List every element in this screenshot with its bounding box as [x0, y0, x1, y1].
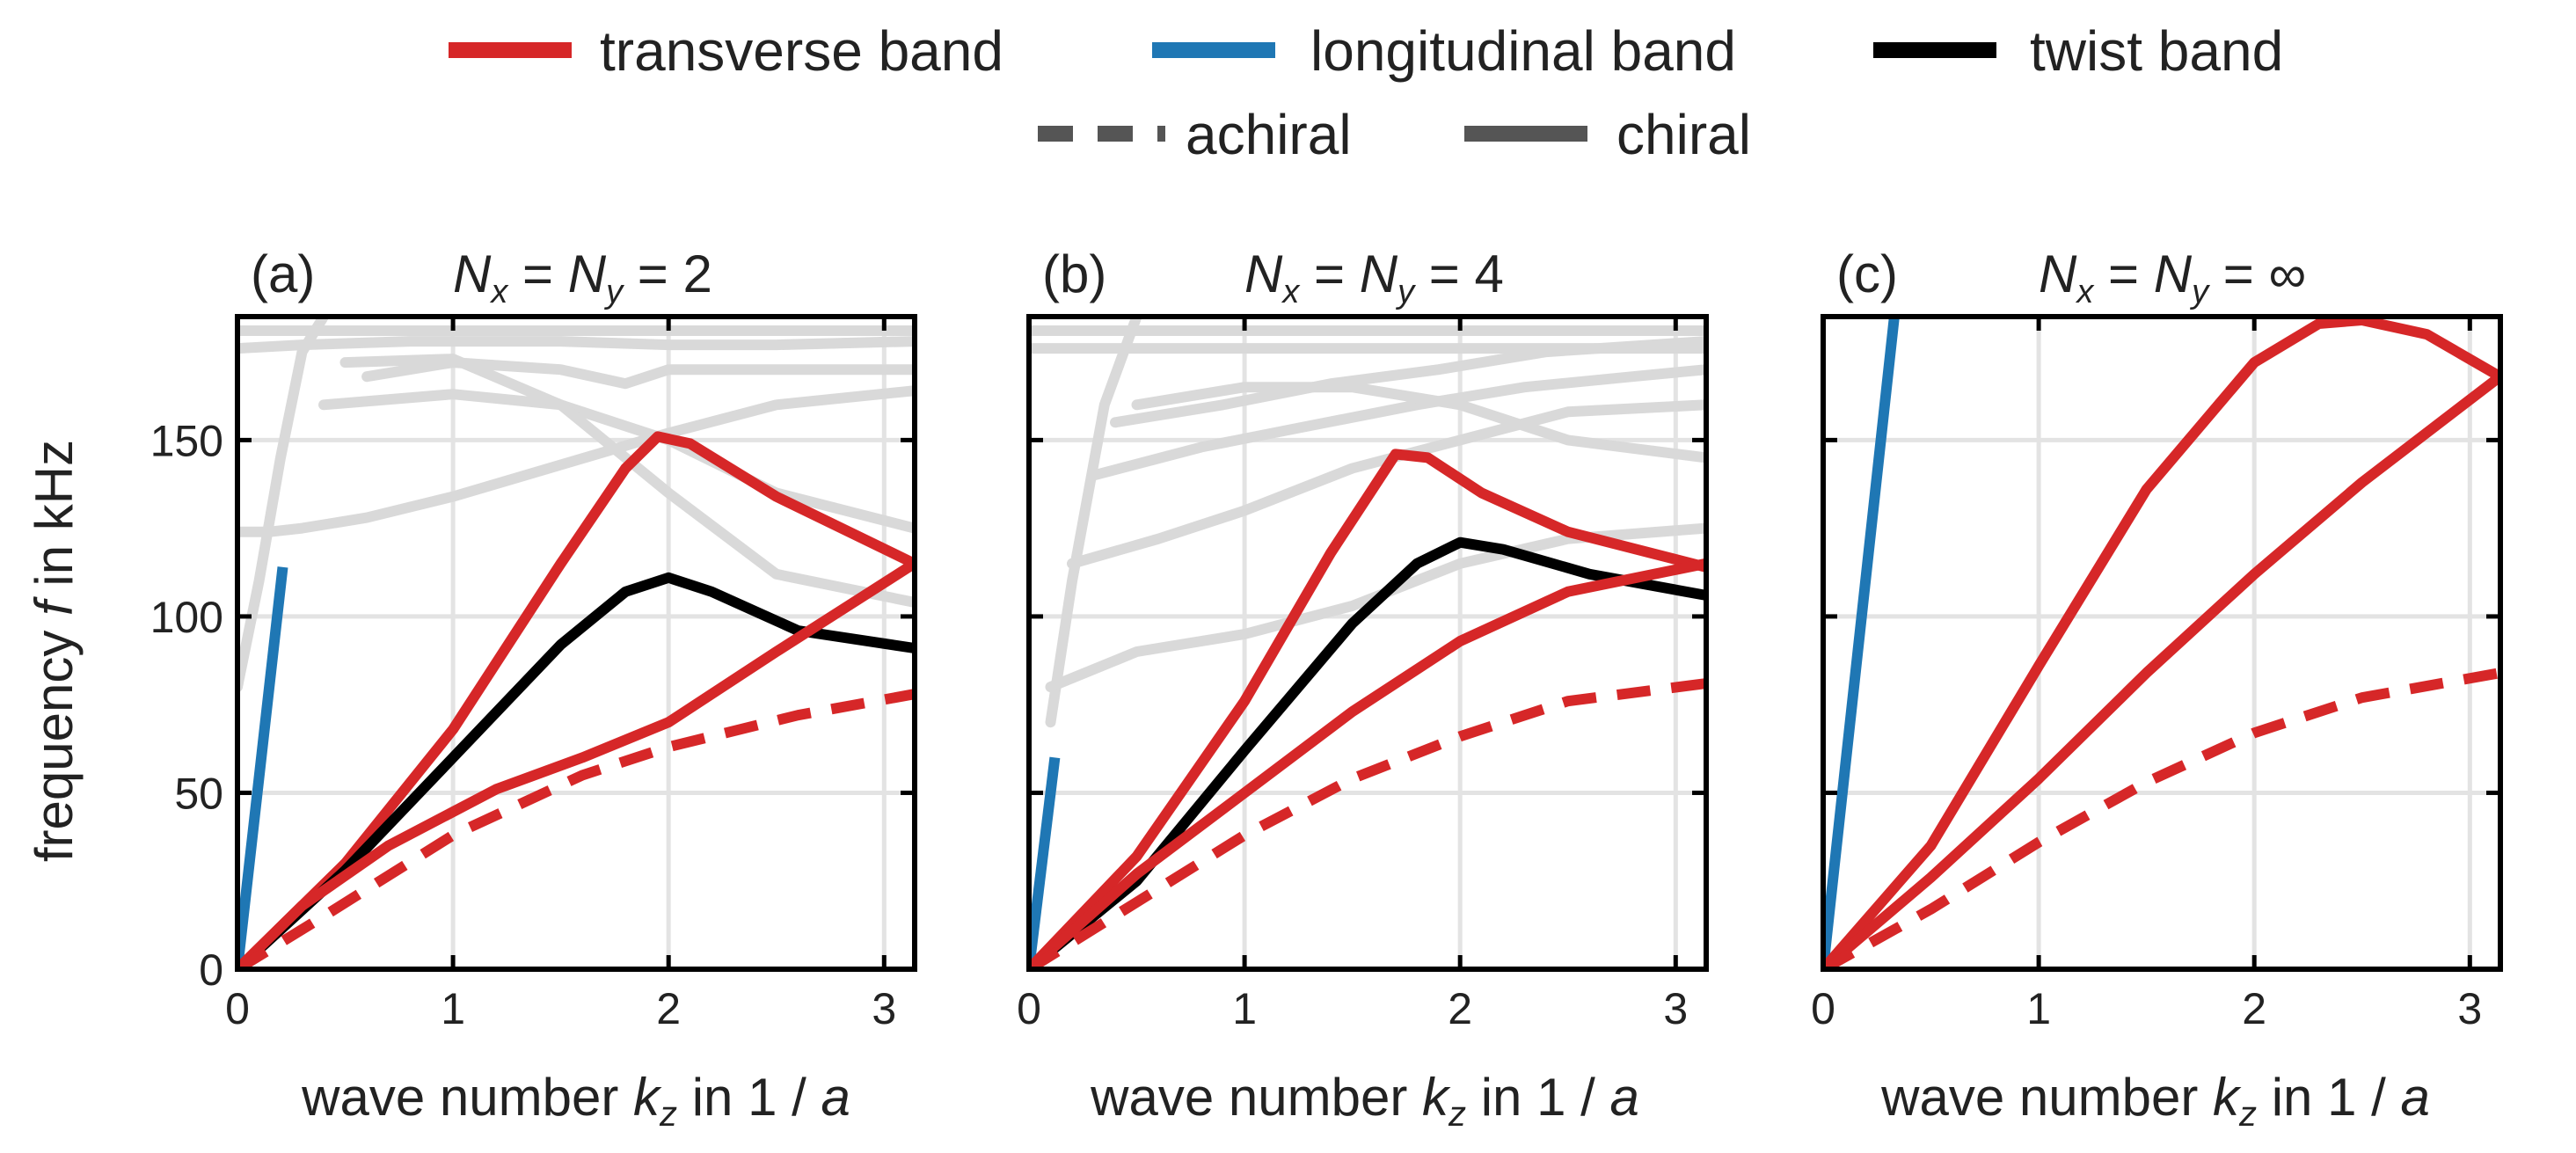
panel-label: (b) — [1042, 244, 1106, 303]
panel-title: Nx = Ny = 4 — [1244, 244, 1504, 310]
legend-transverse-label: transverse band — [600, 19, 1003, 83]
other-band-line — [318, 389, 915, 534]
panel-title-value: 4 — [1474, 244, 1503, 303]
band-series — [237, 431, 915, 969]
legend-chiral-label: chiral — [1616, 103, 1751, 166]
other-band-line — [1088, 364, 1706, 481]
x-tick-label: 0 — [1017, 984, 1041, 1033]
y-tick-label: 150 — [150, 416, 223, 465]
y-axis-title: frequency f in kHz — [25, 440, 84, 862]
plot-frame — [1026, 314, 1709, 972]
legend-achiral-label: achiral — [1186, 103, 1352, 166]
x-tick-label: 0 — [1811, 984, 1835, 1033]
x-tick-label: 0 — [225, 984, 250, 1033]
other-band-line — [1045, 522, 1706, 693]
other-band-line — [237, 385, 915, 537]
ticks: 0 1 2 3 — [1017, 317, 1706, 1033]
transverse-band-chiral-line — [1823, 317, 2500, 969]
transverse-band-achiral-line — [1823, 668, 2500, 969]
ticks: 0 1 2 3 0 50 100 150 — [150, 317, 915, 1033]
x-tick-label: 1 — [2026, 984, 2051, 1033]
panel-title: Nx = Ny = ∞ — [2039, 244, 2306, 310]
y-tick-label: 100 — [150, 593, 223, 642]
panel-title-value: 2 — [682, 244, 712, 303]
longitudinal-band-chiral-line — [1823, 317, 1900, 969]
transverse-band-achiral-line — [237, 689, 915, 969]
other-bands — [237, 317, 915, 693]
x-tick-label: 3 — [1663, 984, 1688, 1033]
transverse-band-chiral-line — [1029, 558, 1706, 969]
panel-c: (c) Nx = Ny = ∞ 0 1 2 3 wave number kz in 1… — [1811, 244, 2503, 1134]
ticks: 0 1 2 3 — [1811, 317, 2500, 1033]
twist-band-chiral-line — [1029, 536, 1706, 969]
x-axis-title: wave number kz in 1 / a — [1090, 1068, 1639, 1134]
x-axis-title: wave number kz in 1 / a — [1880, 1068, 2430, 1134]
panel-a: (a) Nx = Ny = 2 0 1 2 3 0 50 100 150 wave numbe… — [150, 244, 917, 1134]
panel-label: (c) — [1836, 244, 1898, 303]
panel-title-value: ∞ — [2268, 244, 2306, 303]
x-tick-label: 3 — [872, 984, 896, 1033]
other-band-line — [1131, 382, 1706, 463]
longitudinal-band-chiral-line — [237, 566, 288, 969]
band-series — [1029, 449, 1706, 969]
twist-band-chiral-line — [237, 572, 915, 969]
transverse-band-chiral-line — [237, 558, 915, 969]
legend-longitudinal-label: longitudinal band — [1310, 19, 1736, 83]
grid — [1029, 317, 1706, 969]
band-series — [1823, 317, 2500, 969]
other-band-line — [1045, 317, 1142, 728]
plot-frame — [235, 314, 917, 972]
panel-b: (b) Nx = Ny = 4 0 1 2 3 wave number kz in 1… — [1017, 244, 1709, 1134]
x-tick-label: 2 — [2242, 984, 2266, 1033]
transverse-band-chiral-line — [1029, 449, 1706, 969]
transverse-band-chiral-line — [237, 431, 915, 969]
legend: transverse band longitudinal band twist … — [449, 19, 2283, 166]
x-tick-label: 2 — [656, 984, 681, 1033]
transverse-band-chiral-line — [1823, 372, 2500, 969]
grid — [1823, 317, 2500, 969]
transverse-band-achiral-line — [1029, 678, 1706, 969]
panel-title: Nx = Ny = 2 — [453, 244, 712, 310]
other-band-line — [361, 357, 915, 390]
x-tick-label: 3 — [2457, 984, 2482, 1033]
x-tick-label: 1 — [441, 984, 465, 1033]
y-tick-label: 50 — [174, 769, 223, 818]
legend-twist-label: twist band — [2030, 19, 2283, 83]
panel-label: (a) — [251, 244, 315, 303]
other-band-line — [339, 354, 915, 608]
plot-frame — [1821, 314, 2503, 972]
other-bands — [1029, 317, 1706, 728]
y-tick-label: 0 — [199, 945, 223, 995]
x-axis-title: wave number kz in 1 / a — [301, 1068, 850, 1134]
x-tick-label: 2 — [1448, 984, 1472, 1033]
longitudinal-band-chiral-line — [1029, 756, 1061, 969]
x-tick-label: 1 — [1232, 984, 1257, 1033]
other-band-line — [237, 336, 915, 354]
other-band-line — [1067, 399, 1706, 569]
grid — [237, 317, 915, 969]
